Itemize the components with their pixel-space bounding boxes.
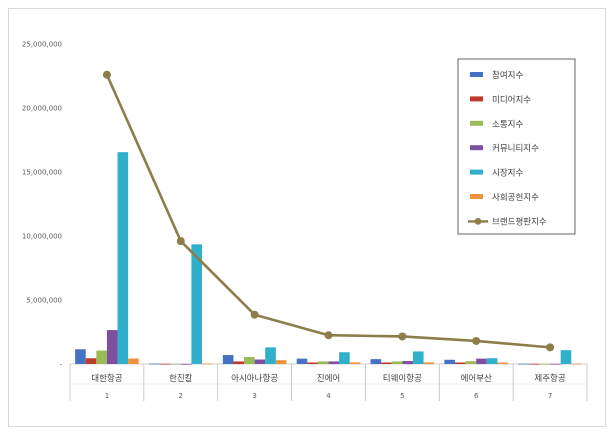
x-rank-label: 7 xyxy=(548,392,552,400)
x-tick-label: 진에어 xyxy=(317,373,340,384)
bar xyxy=(412,351,424,364)
axis-layer: - 5,000,000 10,000,000 15,000,000 20,000,000… xyxy=(22,41,588,401)
x-tick-label: 대한항공 xyxy=(91,374,122,384)
bar xyxy=(528,363,540,365)
bar xyxy=(423,362,435,364)
line-point xyxy=(324,331,333,340)
bar xyxy=(465,361,477,364)
bar xyxy=(339,352,350,364)
line-point xyxy=(546,343,555,352)
bar xyxy=(75,349,86,364)
legend-label: 미디어지수 xyxy=(492,94,531,105)
legend-label: 브랜드평판지수 xyxy=(492,216,547,227)
bar xyxy=(370,359,382,364)
x-tick-label: 티웨이항공 xyxy=(383,373,422,384)
bar xyxy=(328,361,340,364)
bar xyxy=(402,361,413,364)
y-tick-label: 10,000,000 xyxy=(22,233,62,241)
bar xyxy=(550,363,561,365)
bar xyxy=(128,358,139,364)
legend-swatch xyxy=(470,145,483,151)
line-point xyxy=(102,70,111,79)
line-point xyxy=(398,332,407,341)
bar xyxy=(381,362,392,364)
y-tick-label: 25,000,000 xyxy=(22,41,62,49)
x-rank-label: 2 xyxy=(179,392,183,400)
bar xyxy=(96,350,107,364)
legend-swatch xyxy=(470,72,483,77)
legend-swatch xyxy=(470,169,483,175)
x-rank-label: 4 xyxy=(326,392,331,400)
bar xyxy=(106,330,118,364)
line-point xyxy=(176,237,185,246)
bar xyxy=(117,152,129,364)
bar xyxy=(148,363,160,365)
bar xyxy=(170,363,181,365)
bar xyxy=(85,358,97,364)
x-rank-label: 3 xyxy=(252,392,256,400)
bar xyxy=(265,347,276,364)
line-point xyxy=(250,310,259,319)
x-tick-label: 아시아나항공 xyxy=(231,373,278,384)
bar xyxy=(317,361,329,364)
legend-label: 시장지수 xyxy=(492,168,523,179)
legend-label: 커뮤니티지수 xyxy=(492,143,539,154)
legend-label: 소통지수 xyxy=(492,120,523,130)
bar xyxy=(486,358,498,364)
x-tick-label: 제주항공 xyxy=(534,374,565,384)
bar xyxy=(191,244,202,364)
legend-label: 사회공헌지수 xyxy=(492,193,539,203)
bar xyxy=(476,358,487,364)
bar xyxy=(518,363,529,365)
legend-swatch-marker xyxy=(474,218,482,225)
legend-label: 참여지수 xyxy=(492,70,523,81)
x-tick-label: 에어부산 xyxy=(461,373,492,384)
bar xyxy=(539,363,551,365)
bar xyxy=(233,361,245,364)
bar xyxy=(201,363,213,365)
bar xyxy=(159,363,171,365)
y-tick-label: 20,000,000 xyxy=(22,105,62,113)
y-tick-label: - xyxy=(59,361,62,369)
legend-swatch xyxy=(470,96,483,102)
bar xyxy=(307,362,318,364)
bar xyxy=(244,356,255,364)
y-tick-label: 15,000,000 xyxy=(22,169,62,177)
legend-swatch xyxy=(470,194,483,199)
bar xyxy=(497,362,509,364)
legend-swatch xyxy=(470,120,483,126)
bar xyxy=(254,359,266,364)
bar xyxy=(444,359,456,364)
bar xyxy=(391,361,403,364)
bar xyxy=(349,362,361,364)
y-tick-label: 5,000,000 xyxy=(26,297,62,305)
line-layer xyxy=(102,70,555,352)
x-rank-label: 5 xyxy=(400,392,404,400)
bar xyxy=(296,358,308,364)
x-rank-label: 6 xyxy=(474,392,479,400)
x-tick-label: 한진칼 xyxy=(169,373,193,384)
bar xyxy=(180,363,192,365)
bar-layer xyxy=(75,152,582,365)
bar xyxy=(571,363,582,365)
bar xyxy=(275,360,287,364)
x-rank-label: 1 xyxy=(105,392,109,400)
bar xyxy=(560,350,572,364)
bar xyxy=(222,355,234,364)
bar xyxy=(455,362,466,364)
line-point xyxy=(472,336,481,345)
